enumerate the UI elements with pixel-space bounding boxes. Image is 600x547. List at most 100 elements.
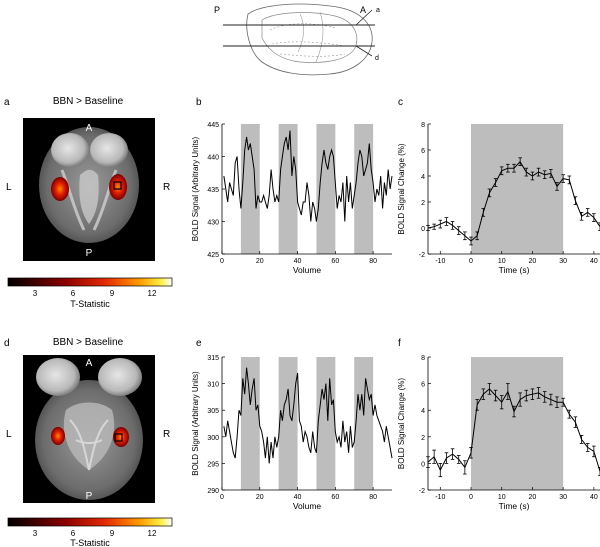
left-label-d: L [6,429,12,440]
panel-label-d: d [4,338,10,349]
error-bar [567,175,572,185]
x-tick-label: 20 [256,258,264,265]
activation-right-d [113,427,129,447]
error-bar [493,389,498,402]
error-bar [518,392,522,407]
error-bar [444,217,449,226]
error-bar [438,462,443,478]
error-bar [512,405,516,418]
y-tick-label: 430 [207,220,219,227]
error-bar [469,447,473,459]
error-bar [475,399,479,411]
y-tick-label: 4 [421,408,425,415]
error-bar [555,396,559,408]
y-tick-label: 425 [207,252,219,259]
x-tick-label: 20 [256,494,264,501]
colorbar-tick-a: 9 [110,289,115,298]
panel-label-b: b [196,97,202,108]
error-bar [542,391,547,403]
y-tick-label: 4 [421,174,425,181]
anterior-label-a: A [86,123,93,134]
right-label-a: R [163,182,170,193]
error-bar [549,393,553,406]
x-tick-label: 10 [498,494,506,501]
error-bar [487,188,492,198]
brain-title-a: BBN > Baseline [53,96,124,107]
x-tick-label: 80 [369,494,377,501]
roi-marker-d [114,433,123,442]
error-bar [592,445,596,458]
y-tick-label: 2 [421,435,425,442]
schematic-posterior-label: P [214,5,220,15]
y-axis-label: BOLD Signal (Arbitrary Units) [191,371,200,476]
error-bar [456,226,461,235]
posterior-label-d: P [86,491,93,502]
brain-panel-d: d BBN > Baseline A P L R [4,337,170,503]
chart-b: 425 430 435 440 445 0 20 40 60 80 Volume BOLD Signa… [191,97,393,275]
schematic-slice-a-label: a [376,7,380,14]
x-tick-label: 60 [331,258,339,265]
colorbar-tick-a: 3 [33,289,38,298]
colorbar-tick-a: 12 [148,289,157,298]
error-bar [598,466,600,476]
y-tick-label: 440 [207,155,219,162]
error-bar [573,416,578,428]
error-bar [506,163,510,173]
y-tick-label: 300 [207,435,219,442]
x-tick-label: 80 [369,258,377,265]
y-axis-label: BOLD Signal Change (%) [397,143,406,234]
colorbar-label-a: T-Statistic [70,299,110,309]
error-bar [561,174,565,183]
error-bar [536,387,541,399]
brain-schematic: P A a d [214,3,380,76]
x-tick-label: -10 [435,494,445,501]
error-bar [463,231,467,241]
error-bar [561,397,565,407]
x-axis-label: Volume [293,501,322,511]
y-tick-label: 290 [207,488,219,495]
x-tick-label: 0 [469,258,473,265]
x-tick-label: 20 [529,494,537,501]
x-tick-label: 40 [294,494,302,501]
error-bar [518,157,522,167]
y-tick-label: 6 [421,382,425,389]
y-axis-label: BOLD Signal Change (%) [397,378,406,469]
error-bar [567,409,572,419]
stimulus-block [354,124,374,254]
roi-marker-a [113,181,122,190]
colorbar-tick-a: 6 [71,289,76,298]
y-tick-label: 6 [421,148,425,155]
x-tick-label: 0 [469,494,473,501]
error-bar [592,213,596,222]
y-tick-label: -2 [419,252,425,259]
error-bar [585,443,590,452]
error-bar [512,163,516,173]
x-tick-label: 30 [559,494,567,501]
anterior-label-d: A [86,358,93,369]
stimulus-block [240,357,260,490]
panel-label-c: c [398,97,403,108]
left-label-a: L [6,182,12,193]
error-bar [585,208,590,217]
colorbar-tick-d: 6 [71,529,76,538]
panel-label-a: a [4,97,10,108]
colorbar-gradient-d [7,517,173,527]
error-bar [469,236,473,246]
y-tick-label: 2 [421,200,425,207]
error-bar [481,388,486,400]
x-tick-label: 30 [559,258,567,265]
error-bar [536,167,541,177]
colorbar-label-d: T-Statistic [70,538,110,547]
colorbar-tick-d: 3 [33,529,38,538]
activation-right-a [109,174,127,200]
y-tick-label: -2 [419,488,425,495]
brain-panel-a: a BBN > Baseline A P L R [4,96,170,261]
stimulus-block [316,124,336,254]
error-bar [456,455,461,464]
error-bar [463,460,467,475]
x-tick-label: 10 [498,258,506,265]
error-bar [487,383,492,395]
error-bar [524,389,529,402]
